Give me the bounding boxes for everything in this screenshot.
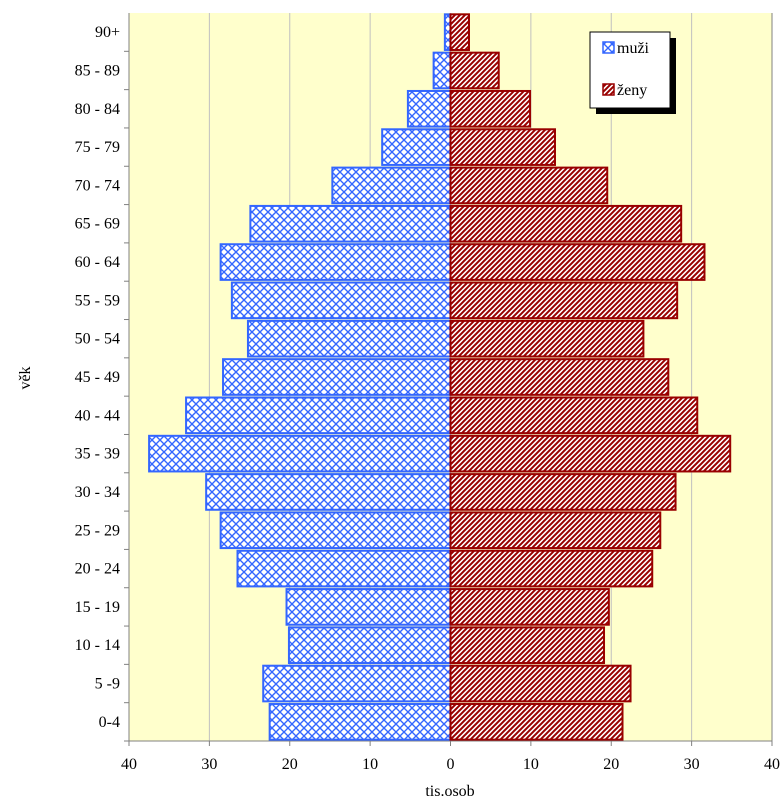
bar-muzi-35-39 bbox=[148, 434, 452, 473]
bar-muzi-55-59 bbox=[230, 281, 452, 320]
y-tick-label: 65 - 69 bbox=[75, 216, 120, 233]
bar-muzi-15-19 bbox=[285, 588, 452, 626]
bar-muzi-85-89 bbox=[432, 51, 452, 90]
legend-label-zeny: ženy bbox=[617, 82, 647, 99]
bar-zeny-15-19 bbox=[449, 588, 610, 626]
y-tick-label: 55 - 59 bbox=[75, 292, 120, 309]
bar-zeny-50-54 bbox=[449, 319, 645, 358]
bar-zeny-20-24 bbox=[449, 549, 654, 588]
bar-zeny-85-89 bbox=[449, 51, 500, 90]
bar-muzi-45-49 bbox=[222, 358, 452, 396]
bar-zeny-70-74 bbox=[449, 166, 609, 205]
bar-muzi-50-54 bbox=[246, 319, 452, 358]
y-tick-label: 70 - 74 bbox=[75, 177, 120, 194]
x-tick-labels: 40 30 20 10 0 10 20 30 40 bbox=[121, 741, 780, 773]
bar-zeny-35-39 bbox=[449, 434, 732, 473]
x-tick-label: 10 bbox=[362, 756, 378, 773]
x-tick-label: 20 bbox=[603, 756, 619, 773]
bar-muzi-65-69 bbox=[249, 204, 452, 243]
bar-muzi-70-74 bbox=[331, 166, 452, 205]
y-tick-label: 30 - 34 bbox=[75, 484, 120, 501]
bar-muzi-0-4 bbox=[268, 703, 452, 741]
y-tick-label: 90+ bbox=[95, 24, 120, 41]
bar-zeny-5-9 bbox=[449, 664, 632, 703]
y-tick-label: 25 - 29 bbox=[75, 522, 120, 539]
bar-muzi-40-44 bbox=[185, 396, 452, 435]
x-tick-label: 40 bbox=[121, 756, 137, 773]
y-tick-label: 35 - 39 bbox=[75, 446, 120, 463]
y-tick-label: 15 - 19 bbox=[75, 599, 120, 616]
x-tick-label: 0 bbox=[447, 756, 455, 773]
y-tick-label: 75 - 79 bbox=[75, 139, 120, 156]
bar-muzi-60-64 bbox=[219, 243, 452, 281]
y-tick-label: 60 - 64 bbox=[75, 254, 120, 271]
bar-muzi-5-9 bbox=[262, 664, 452, 703]
bar-zeny-40-44 bbox=[449, 396, 699, 435]
bar-zeny-55-59 bbox=[449, 281, 679, 320]
y-tick-label: 50 - 54 bbox=[75, 331, 120, 348]
y-tick-labels: 0-4 5 -9 10 - 14 15 - 19 20 - 24 25 - 29 30 - … bbox=[75, 24, 129, 742]
bar-muzi-75-79 bbox=[381, 128, 452, 166]
y-tick-label: 85 - 89 bbox=[75, 62, 120, 79]
bar-zeny-30-34 bbox=[449, 473, 677, 511]
bar-muzi-20-24 bbox=[236, 549, 452, 588]
bars bbox=[148, 13, 732, 741]
bar-zeny-10-14 bbox=[449, 626, 606, 665]
x-axis-title: tis.osob bbox=[425, 783, 474, 800]
bar-zeny-65-69 bbox=[449, 204, 683, 243]
bar-zeny-25-29 bbox=[449, 511, 662, 550]
x-tick-label: 30 bbox=[201, 756, 217, 773]
legend-swatch-muzi bbox=[602, 41, 615, 54]
x-tick-label: 10 bbox=[523, 756, 539, 773]
y-tick-label: 45 - 49 bbox=[75, 369, 120, 386]
bar-muzi-30-34 bbox=[205, 473, 452, 511]
bar-muzi-25-29 bbox=[219, 511, 452, 550]
legend: muži ženy bbox=[589, 31, 676, 114]
bar-muzi-10-14 bbox=[287, 626, 452, 665]
bar-zeny-0-4 bbox=[449, 703, 624, 741]
x-tick-label: 20 bbox=[282, 756, 298, 773]
legend-swatch-zeny bbox=[602, 83, 615, 96]
y-tick-label: 20 - 24 bbox=[75, 561, 120, 578]
bar-muzi-80-84 bbox=[406, 89, 452, 128]
y-axis-title: věk bbox=[17, 366, 34, 389]
bar-zeny-75-79 bbox=[449, 128, 556, 166]
y-tick-label: 0-4 bbox=[99, 714, 120, 731]
bar-zeny-45-49 bbox=[449, 358, 670, 396]
x-tick-label: 40 bbox=[764, 756, 780, 773]
y-tick-label: 40 - 44 bbox=[75, 407, 120, 424]
bar-zeny-80-84 bbox=[449, 89, 532, 128]
x-tick-label: 30 bbox=[684, 756, 700, 773]
bar-zeny-60-64 bbox=[449, 243, 706, 281]
y-tick-label: 80 - 84 bbox=[75, 101, 120, 118]
y-tick-label: 5 -9 bbox=[95, 676, 120, 693]
legend-label-muzi: muži bbox=[617, 40, 650, 57]
bar-zeny-90plus bbox=[449, 13, 470, 51]
y-tick-label: 10 - 14 bbox=[75, 637, 120, 654]
